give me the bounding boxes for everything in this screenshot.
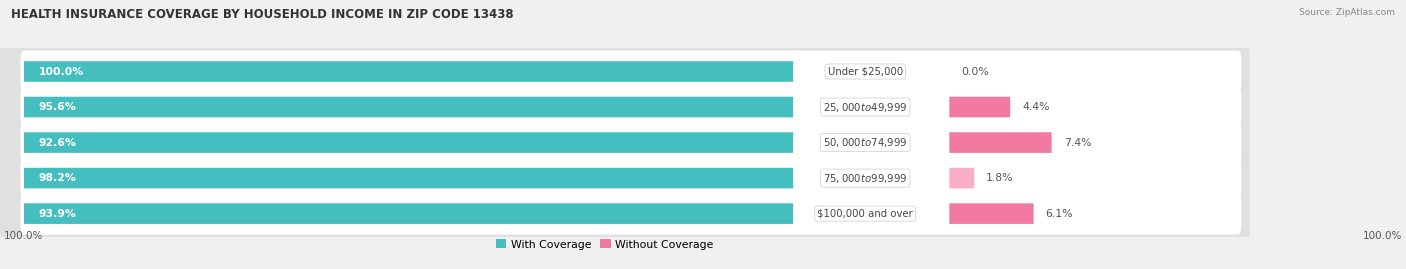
FancyBboxPatch shape <box>21 86 1241 128</box>
Text: 1.8%: 1.8% <box>986 173 1014 183</box>
Text: $75,000 to $99,999: $75,000 to $99,999 <box>823 172 907 185</box>
Text: HEALTH INSURANCE COVERAGE BY HOUSEHOLD INCOME IN ZIP CODE 13438: HEALTH INSURANCE COVERAGE BY HOUSEHOLD I… <box>11 8 513 21</box>
Text: 7.4%: 7.4% <box>1063 137 1091 148</box>
FancyBboxPatch shape <box>24 203 793 224</box>
FancyBboxPatch shape <box>0 40 1250 104</box>
Legend: With Coverage, Without Coverage: With Coverage, Without Coverage <box>491 235 718 254</box>
Text: $50,000 to $74,999: $50,000 to $74,999 <box>823 136 907 149</box>
FancyBboxPatch shape <box>0 182 1250 246</box>
Text: 95.6%: 95.6% <box>38 102 76 112</box>
Text: 100.0%: 100.0% <box>38 66 84 76</box>
Text: $25,000 to $49,999: $25,000 to $49,999 <box>823 101 907 114</box>
Text: 0.0%: 0.0% <box>962 66 988 76</box>
FancyBboxPatch shape <box>949 203 1033 224</box>
FancyBboxPatch shape <box>0 146 1250 210</box>
Text: 92.6%: 92.6% <box>38 137 76 148</box>
FancyBboxPatch shape <box>949 132 1052 153</box>
Text: 100.0%: 100.0% <box>4 231 44 241</box>
FancyBboxPatch shape <box>949 97 1010 117</box>
Text: Under $25,000: Under $25,000 <box>828 66 903 76</box>
FancyBboxPatch shape <box>21 157 1241 199</box>
FancyBboxPatch shape <box>949 168 974 188</box>
Text: $100,000 and over: $100,000 and over <box>817 209 912 219</box>
Text: Source: ZipAtlas.com: Source: ZipAtlas.com <box>1299 8 1395 17</box>
FancyBboxPatch shape <box>24 61 793 82</box>
Text: 6.1%: 6.1% <box>1046 209 1073 219</box>
FancyBboxPatch shape <box>24 168 793 188</box>
FancyBboxPatch shape <box>21 122 1241 164</box>
Text: 93.9%: 93.9% <box>38 209 76 219</box>
FancyBboxPatch shape <box>24 97 793 117</box>
Text: 100.0%: 100.0% <box>1362 231 1402 241</box>
FancyBboxPatch shape <box>21 193 1241 235</box>
Text: 4.4%: 4.4% <box>1022 102 1050 112</box>
FancyBboxPatch shape <box>0 111 1250 175</box>
FancyBboxPatch shape <box>21 51 1241 93</box>
FancyBboxPatch shape <box>24 132 793 153</box>
Text: 98.2%: 98.2% <box>38 173 76 183</box>
FancyBboxPatch shape <box>0 75 1250 139</box>
